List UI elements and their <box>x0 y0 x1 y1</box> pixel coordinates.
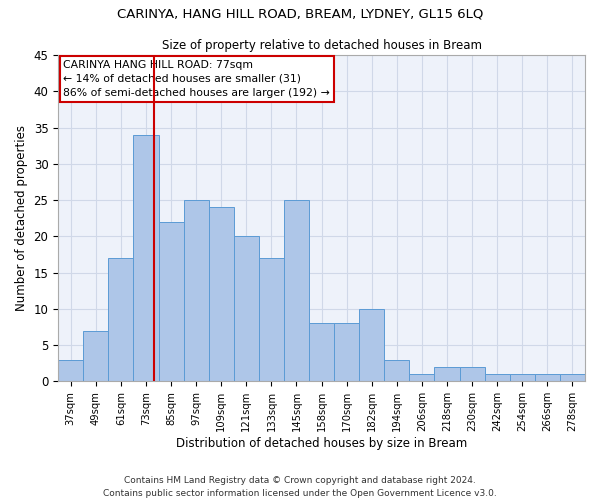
X-axis label: Distribution of detached houses by size in Bream: Distribution of detached houses by size … <box>176 437 467 450</box>
Bar <box>309 324 334 382</box>
Bar <box>460 367 485 382</box>
Bar <box>158 222 184 382</box>
Bar <box>284 200 309 382</box>
Title: Size of property relative to detached houses in Bream: Size of property relative to detached ho… <box>161 40 482 52</box>
Text: CARINYA, HANG HILL ROAD, BREAM, LYDNEY, GL15 6LQ: CARINYA, HANG HILL ROAD, BREAM, LYDNEY, … <box>117 8 483 20</box>
Text: CARINYA HANG HILL ROAD: 77sqm
← 14% of detached houses are smaller (31)
86% of s: CARINYA HANG HILL ROAD: 77sqm ← 14% of d… <box>64 60 330 98</box>
Bar <box>58 360 83 382</box>
Bar <box>359 309 384 382</box>
Bar <box>384 360 409 382</box>
Bar <box>510 374 535 382</box>
Bar <box>259 258 284 382</box>
Bar <box>535 374 560 382</box>
Bar <box>109 258 133 382</box>
Bar <box>485 374 510 382</box>
Bar <box>334 324 359 382</box>
Bar <box>209 208 234 382</box>
Bar <box>184 200 209 382</box>
Bar <box>434 367 460 382</box>
Bar <box>83 330 109 382</box>
Bar <box>560 374 585 382</box>
Bar <box>409 374 434 382</box>
Bar <box>133 135 158 382</box>
Bar <box>234 236 259 382</box>
Y-axis label: Number of detached properties: Number of detached properties <box>15 125 28 311</box>
Text: Contains HM Land Registry data © Crown copyright and database right 2024.
Contai: Contains HM Land Registry data © Crown c… <box>103 476 497 498</box>
